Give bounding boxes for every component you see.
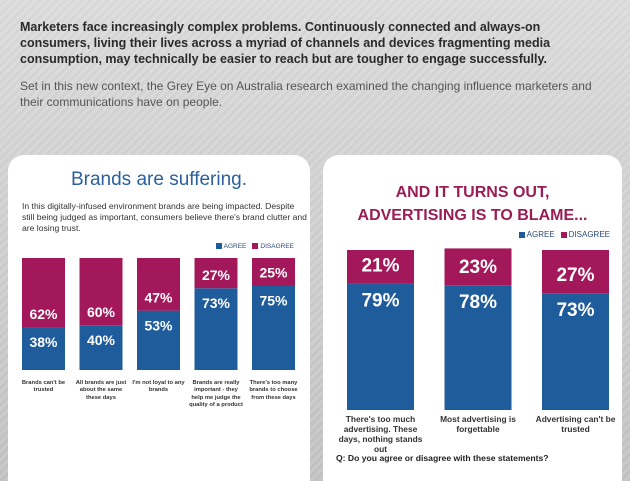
- chart-title: Brands are suffering.: [70, 169, 248, 190]
- legend: AGREE DISAGREE: [215, 243, 294, 250]
- legend-swatch: [215, 243, 222, 250]
- bar-segment: [444, 248, 512, 286]
- legend-swatch: [560, 231, 567, 238]
- legend-item: AGREE: [518, 230, 555, 239]
- bar-segment: [444, 285, 512, 410]
- bar-segment: [137, 310, 180, 370]
- x-tick-label: All brands are just about the same these…: [75, 380, 127, 401]
- legend-swatch: [252, 243, 259, 250]
- value-label: 75%: [259, 293, 288, 309]
- legend-swatch: [518, 231, 525, 238]
- x-tick-label: There's too many brands to choose from t…: [249, 380, 298, 401]
- value-label: 23%: [459, 257, 497, 278]
- bar-segment: [347, 250, 414, 284]
- legend: AGREE DISAGREE: [518, 230, 610, 239]
- value-label: 40%: [87, 332, 116, 348]
- chart-subtitle: In this digitally-infused environment br…: [22, 201, 307, 233]
- bar-segment: [22, 258, 65, 328]
- chart-note: Q: Do you agree or disagree with these s…: [336, 453, 549, 463]
- value-label: 78%: [459, 292, 497, 313]
- lead-text: Marketers face increasingly complex prob…: [20, 20, 551, 66]
- legend-label: DISAGREE: [260, 243, 294, 250]
- x-tick-label: Brands are really important - they help …: [189, 380, 243, 408]
- value-label: 27%: [556, 265, 594, 286]
- value-label: 27%: [202, 267, 231, 283]
- bar-segment: [194, 288, 238, 370]
- legend-label: DISAGREE: [568, 230, 610, 239]
- legend-label: AGREE: [223, 243, 247, 250]
- value-label: 25%: [259, 265, 288, 281]
- x-tick-label: There's too much advertising. These days…: [338, 414, 423, 454]
- bar-segment: [542, 293, 609, 410]
- bar-segment: [79, 325, 123, 370]
- legend-label: AGREE: [526, 230, 555, 239]
- body-text: Set in this new context, the Grey Eye on…: [20, 79, 592, 109]
- value-label: 53%: [144, 317, 173, 333]
- bar-segment: [194, 258, 238, 289]
- bar-segment: [252, 258, 295, 286]
- value-label: 73%: [202, 295, 231, 311]
- bar-segment: [79, 258, 123, 326]
- bar-segment: [542, 250, 609, 294]
- x-tick-label: Brands can't be trusted: [21, 380, 66, 394]
- legend-item: AGREE: [215, 243, 247, 250]
- value-label: 38%: [29, 334, 58, 350]
- value-label: 79%: [361, 291, 399, 312]
- x-tick-label: Advertising can't be trusted: [535, 414, 616, 434]
- bar-segment: [252, 286, 295, 370]
- legend-item: DISAGREE: [560, 230, 610, 239]
- bar-segment: [22, 327, 65, 370]
- value-label: 60%: [87, 304, 116, 320]
- bar-segment: [347, 283, 414, 410]
- chart-title: AND IT TURNS OUT, ADVERTISING IS TO BLAM…: [357, 184, 588, 224]
- value-label: 47%: [144, 289, 173, 305]
- value-label: 73%: [556, 300, 594, 321]
- bar-segment: [137, 258, 180, 311]
- x-tick-label: Most advertising is forgettable: [440, 414, 516, 434]
- x-tick-label: I'm not loyal to any brands: [132, 380, 185, 394]
- legend-item: DISAGREE: [252, 243, 294, 250]
- value-label: 62%: [29, 306, 58, 322]
- value-label: 21%: [361, 256, 399, 277]
